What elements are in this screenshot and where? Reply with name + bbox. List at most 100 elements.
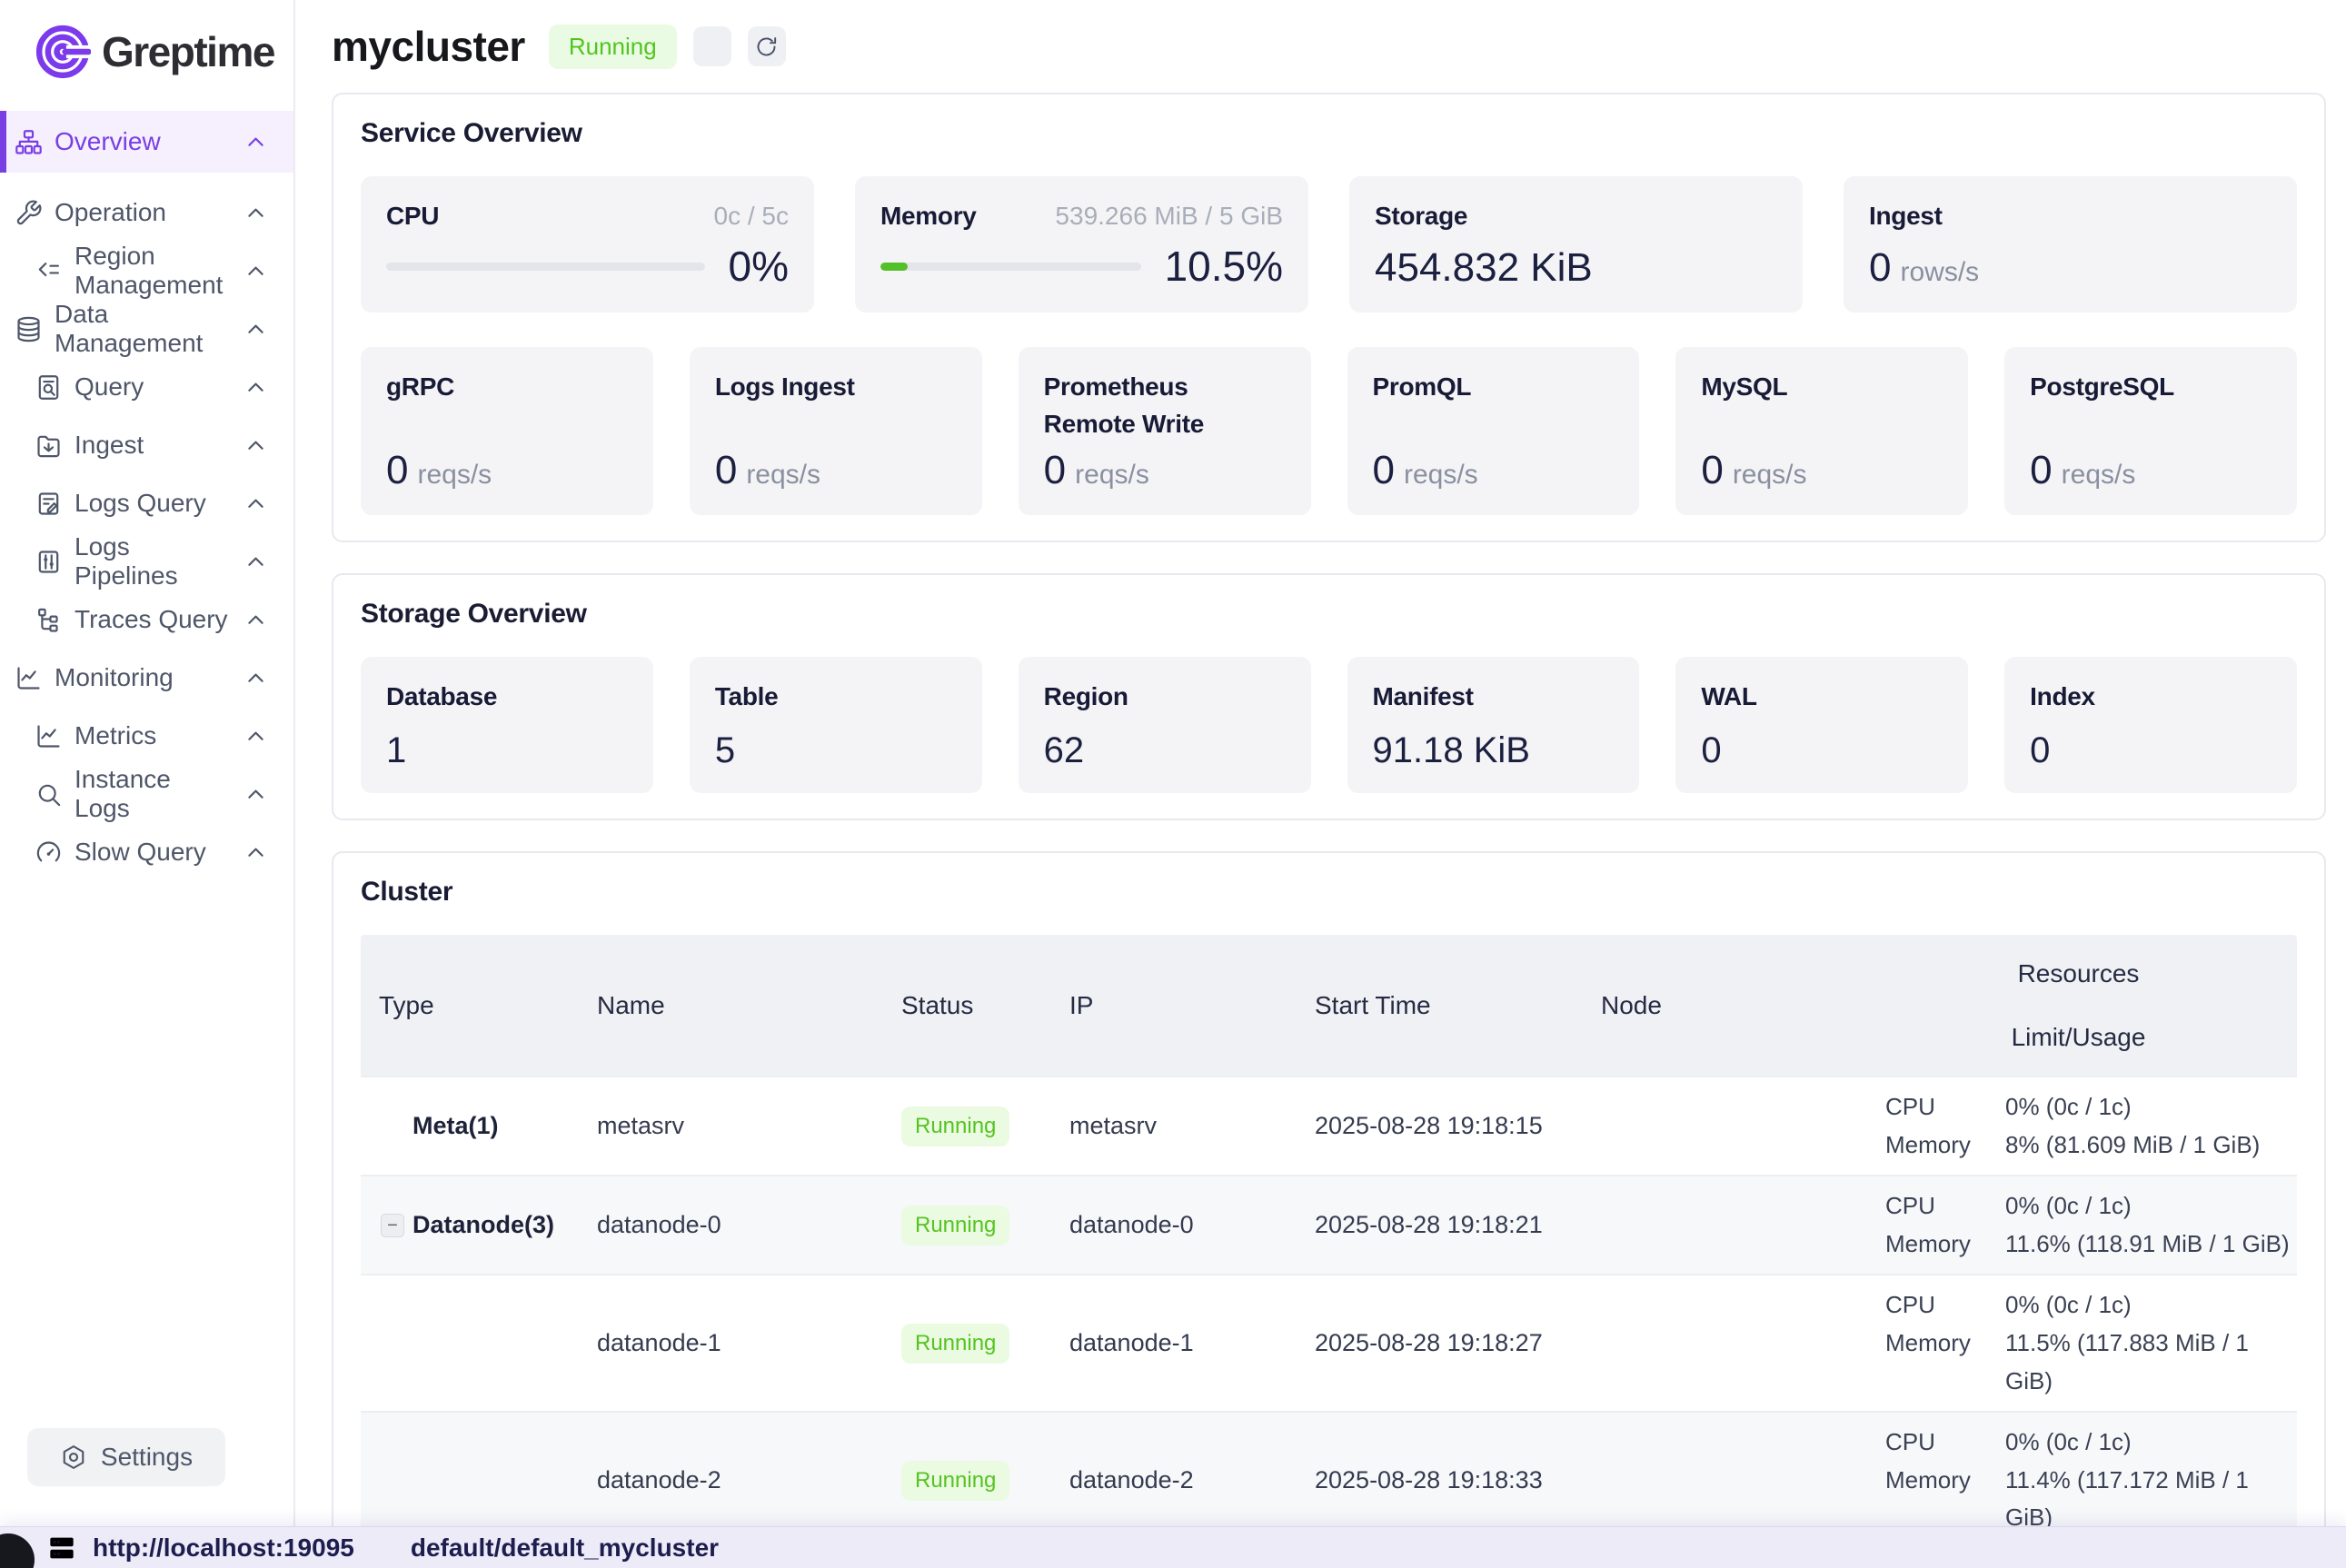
status-cell: Running <box>892 1206 1060 1245</box>
memory-progress-bar <box>880 263 1141 271</box>
chevron-up-icon[interactable] <box>242 257 270 285</box>
sidebar-item[interactable]: Overview <box>0 111 293 173</box>
memory-usage: 11.4% (117.172 MiB / 1 GiB) <box>2005 1462 2297 1526</box>
sidebar-item-label: Traces Query <box>75 605 228 634</box>
main-content: mycluster Running Service Overview CPU 0… <box>295 0 2346 1526</box>
logs-pipelines-icon <box>35 548 63 576</box>
chevron-up-icon[interactable] <box>242 128 270 156</box>
sidebar-item[interactable]: Data Management <box>0 300 293 358</box>
chevron-up-icon[interactable] <box>242 315 270 343</box>
node-name: datanode-1 <box>588 1329 892 1357</box>
sidebar-item[interactable]: Query <box>0 358 293 416</box>
region-management-icon <box>35 257 63 285</box>
greptime-logo[interactable]: Greptime <box>0 13 293 104</box>
resources-cell: CPU 0% (0c / 1c) Memory 11.6% (118.91 Mi… <box>1860 1176 2297 1274</box>
type-cell: − Datanode(3) <box>361 1211 588 1239</box>
stat-label: Region <box>1044 679 1286 716</box>
protocol-label: Prometheus Remote Write <box>1044 369 1286 442</box>
chevron-up-icon[interactable] <box>242 548 270 576</box>
chevron-up-icon[interactable] <box>242 199 270 227</box>
chevron-up-icon[interactable] <box>242 373 270 402</box>
protocol-value: 0 <box>1701 448 1723 493</box>
page-header: mycluster Running <box>332 22 2326 71</box>
protocol-cards: gRPC 0 reqs/s Logs Ingest 0 reqs/s <box>361 347 2297 515</box>
node-type: Datanode(3) <box>413 1211 554 1239</box>
settings-button[interactable]: Settings <box>27 1428 225 1486</box>
action-button[interactable] <box>693 26 731 66</box>
sidebar-item[interactable]: Logs Pipelines <box>0 532 293 590</box>
cluster-table-row: − datanode-1 Running datanode-1 2025-08-… <box>361 1274 2297 1411</box>
database-item[interactable]: default/default_mycluster <box>411 1533 719 1563</box>
greptime-logo-icon <box>35 24 91 80</box>
sidebar-item[interactable]: Traces Query <box>0 590 293 649</box>
sidebar-item[interactable]: Metrics <box>0 707 293 765</box>
sidebar-item[interactable]: Logs Query <box>0 474 293 532</box>
chevron-up-icon[interactable] <box>242 722 270 750</box>
sidebar-item[interactable]: Slow Query <box>0 823 293 881</box>
sidebar-item[interactable]: Region Management <box>0 242 293 300</box>
stat-value: 0 <box>1701 730 1943 771</box>
type-cell: − Meta(1) <box>361 1112 588 1140</box>
protocol-value: 0 <box>1373 448 1395 493</box>
chevron-up-icon[interactable] <box>242 664 270 692</box>
node-status-badge: Running <box>901 1107 1009 1146</box>
cpu-row-label: CPU <box>1885 1286 2005 1325</box>
sidebar-item[interactable]: Monitoring <box>0 649 293 707</box>
cluster-table-header: Type Name Status IP Start Time Node Reso… <box>361 935 2297 1076</box>
gauge-icon <box>35 839 63 867</box>
node-start-time: 2025-08-28 19:18:33 <box>1306 1466 1592 1494</box>
node-start-time: 2025-08-28 19:18:15 <box>1306 1112 1592 1140</box>
status-cell: Running <box>892 1461 1060 1501</box>
monitoring-icon <box>15 664 43 692</box>
memory-limit: 539.266 MiB / 5 GiB <box>1055 202 1283 231</box>
cluster-status-badge: Running <box>549 25 677 69</box>
stat-value: 1 <box>386 730 628 771</box>
memory-percent: 10.5% <box>1165 242 1283 291</box>
memory-card: Memory 539.266 MiB / 5 GiB 10.5% <box>855 176 1308 313</box>
chevron-up-icon[interactable] <box>242 606 270 634</box>
chevron-up-icon[interactable] <box>242 432 270 460</box>
service-overview-panel: Service Overview CPU 0c / 5c 0% <box>332 93 2326 542</box>
cpu-progress-bar <box>386 263 705 271</box>
sidebar-item-label: Ingest <box>75 431 144 460</box>
chevron-up-icon[interactable] <box>242 780 270 809</box>
chevron-up-icon[interactable] <box>242 490 270 518</box>
search-icon <box>35 780 63 809</box>
ingest-label: Ingest <box>1869 198 1943 235</box>
resources-cell: CPU 0% (0c / 1c) Memory 11.4% (117.172 M… <box>1860 1413 2297 1526</box>
stat-label: Database <box>386 679 628 716</box>
memory-row-label: Memory <box>1885 1226 2005 1264</box>
protocol-card: gRPC 0 reqs/s <box>361 347 653 515</box>
protocol-label: MySQL <box>1701 369 1943 406</box>
database-name: default/default_mycluster <box>411 1533 719 1563</box>
storage-stat-card: WAL 0 <box>1675 657 1968 793</box>
stat-value: 91.18 KiB <box>1373 730 1615 771</box>
sidebar-item[interactable]: Operation <box>0 184 293 242</box>
cpu-card: CPU 0c / 5c 0% <box>361 176 814 313</box>
node-ip: datanode-1 <box>1060 1329 1306 1357</box>
cluster-title: Cluster <box>361 877 2297 908</box>
sidebar-item[interactable]: Instance Logs <box>0 765 293 823</box>
protocol-label: gRPC <box>386 369 628 406</box>
protocol-label: PostgreSQL <box>2030 369 2271 406</box>
protocol-unit: reqs/s <box>417 460 492 491</box>
cpu-percent: 0% <box>729 242 789 291</box>
ingest-unit: rows/s <box>1900 257 1979 288</box>
cpu-row-label: CPU <box>1885 1187 2005 1226</box>
chevron-up-icon[interactable] <box>242 839 270 867</box>
node-ip: metasrv <box>1060 1112 1306 1140</box>
protocol-unit: reqs/s <box>1404 460 1478 491</box>
memory-usage: 11.5% (117.883 MiB / 1 GiB) <box>2005 1325 2297 1400</box>
sidebar-item-label: Region Management <box>75 242 230 300</box>
protocol-value: 0 <box>386 448 408 493</box>
server-url-item[interactable]: http://localhost:19095 <box>47 1533 354 1563</box>
sidebar-item-label: Logs Query <box>75 489 206 518</box>
sidebar-item[interactable]: Ingest <box>0 416 293 474</box>
node-name: datanode-2 <box>588 1466 892 1494</box>
memory-row-label: Memory <box>1885 1126 2005 1165</box>
protocol-value: 0 <box>715 448 737 493</box>
cluster-table-row: − Meta(1) metasrv Running metasrv 2025-0… <box>361 1076 2297 1175</box>
collapse-toggle[interactable]: − <box>381 1214 404 1237</box>
refresh-button[interactable] <box>748 26 786 66</box>
status-cell: Running <box>892 1324 1060 1364</box>
